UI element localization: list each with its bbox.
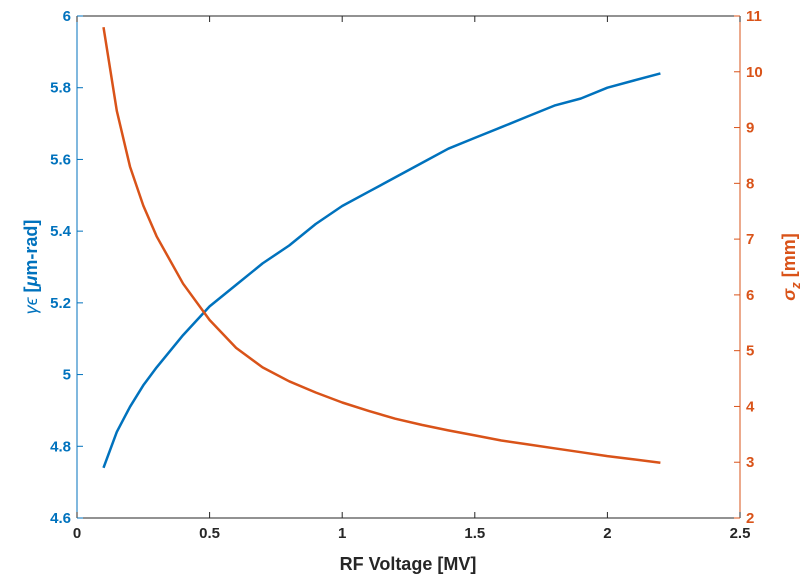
- bunch-length-series-line: [102, 27, 661, 465]
- right-y-axis-label: σz [mm]: [779, 233, 803, 300]
- right-y-tick-label: 2: [746, 510, 754, 527]
- left-y-tick-label: 4.8: [50, 438, 71, 455]
- left-y-tick-label: 6: [63, 8, 71, 25]
- x-tick-label: 1: [338, 525, 346, 542]
- right-y-tick-label: 10: [746, 64, 763, 81]
- right-y-tick-label: 5: [746, 343, 754, 360]
- x-tick-label: 2: [603, 525, 611, 542]
- left-y-tick-label: 4.6: [50, 510, 71, 527]
- x-tick-label: 0: [73, 525, 81, 542]
- left-y-axis-label: γϵ [μm-rad]: [21, 220, 41, 315]
- x-tick-label: 0.5: [199, 525, 220, 542]
- left-y-tick-label: 5.2: [50, 295, 71, 312]
- series-layer: [102, 27, 661, 469]
- x-axis-label: RF Voltage [MV]: [340, 554, 477, 574]
- left-y-tick-label: 5.4: [50, 223, 72, 240]
- right-y-tick-label: 3: [746, 454, 754, 471]
- x-tick-label: 2.5: [730, 525, 751, 542]
- right-y-tick-label: 8: [746, 175, 754, 192]
- right-y-tick-label: 11: [746, 8, 762, 25]
- right-y-tick-label: 9: [746, 120, 754, 137]
- right-y-tick-label: 6: [746, 287, 754, 304]
- left-y-tick-label: 5.8: [50, 80, 71, 97]
- axes-frame: [76, 15, 741, 519]
- axis-ticks: 0 0.5 1 1.5 2 2.54.64.855.25.45.65.8623456789…: [50, 8, 763, 542]
- right-y-tick-label: 4: [746, 398, 755, 415]
- emittance-series-line: [102, 72, 661, 469]
- left-y-tick-label: 5: [63, 367, 71, 384]
- left-y-tick-label: 5.6: [50, 151, 71, 168]
- right-y-tick-label: 7: [746, 231, 754, 248]
- x-tick-label: 1.5: [464, 525, 485, 542]
